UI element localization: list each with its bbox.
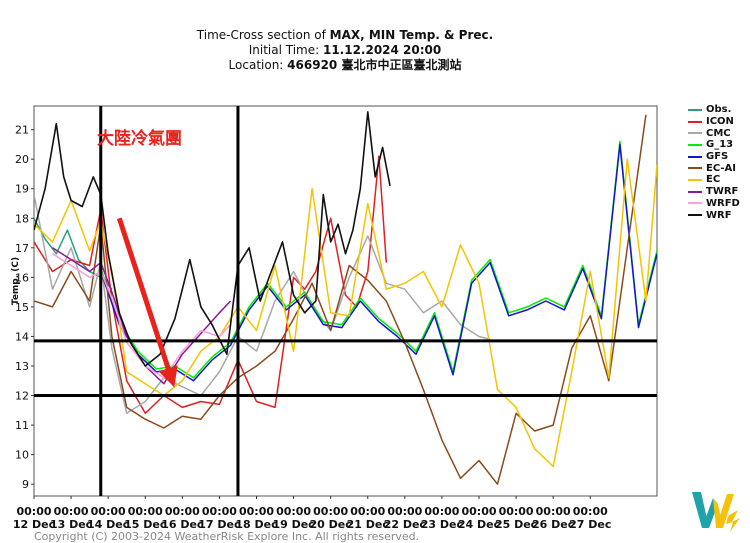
y-tick-label: 14 bbox=[15, 330, 29, 343]
series-line-wrfd bbox=[52, 253, 232, 379]
x-tick-date: 14 Dec bbox=[87, 518, 129, 531]
series-line-wrf bbox=[34, 111, 391, 367]
series-line-gfs bbox=[100, 143, 657, 382]
x-tick-date: 15 Dec bbox=[124, 518, 166, 531]
y-tick-label: 13 bbox=[15, 360, 29, 373]
x-tick-time: 00:00 bbox=[128, 505, 163, 518]
x-tick-time: 00:00 bbox=[91, 505, 126, 518]
x-tick-time: 00:00 bbox=[165, 505, 200, 518]
series-line-cmc bbox=[34, 194, 491, 415]
legend-label: EC bbox=[706, 174, 721, 186]
y-tick-label: 15 bbox=[15, 301, 29, 314]
legend-swatch bbox=[688, 214, 702, 217]
legend-item-icon: ICON bbox=[688, 116, 740, 128]
x-tick-time: 00:00 bbox=[16, 505, 51, 518]
legend-item-obs-: Obs. bbox=[688, 104, 740, 116]
y-tick-label: 11 bbox=[15, 419, 29, 432]
legend-swatch bbox=[688, 132, 702, 135]
weatherrisk-logo-icon bbox=[692, 492, 740, 532]
x-tick-date: 22 Dec bbox=[384, 518, 426, 531]
x-tick-time: 00:00 bbox=[573, 505, 608, 518]
legend-swatch bbox=[688, 143, 702, 146]
x-tick-date: 12 Dec bbox=[13, 518, 55, 531]
legend-item-g-13: G_13 bbox=[688, 139, 740, 151]
legend-item-twrf: TWRF bbox=[688, 186, 740, 198]
x-tick-time: 00:00 bbox=[276, 505, 311, 518]
legend-label: CMC bbox=[706, 127, 731, 139]
y-tick-label: 12 bbox=[15, 390, 29, 403]
legend-item-cmc: CMC bbox=[688, 127, 740, 139]
legend-label: ICON bbox=[706, 116, 734, 128]
legend-item-ec: EC bbox=[688, 174, 740, 186]
x-tick-time: 00:00 bbox=[54, 505, 89, 518]
x-tick-date: 18 Dec bbox=[235, 518, 277, 531]
x-tick-time: 00:00 bbox=[350, 505, 385, 518]
legend-label: Obs. bbox=[706, 104, 732, 116]
x-tick-time: 00:00 bbox=[499, 505, 534, 518]
legend-item-wrf: WRF bbox=[688, 209, 740, 221]
x-tick-time: 00:00 bbox=[461, 505, 496, 518]
legend-item-gfs: GFS bbox=[688, 151, 740, 163]
y-axis-label: Temp. (C) bbox=[11, 257, 21, 305]
x-tick-date: 16 Dec bbox=[161, 518, 203, 531]
x-tick-time: 00:00 bbox=[313, 505, 348, 518]
legend-swatch bbox=[688, 108, 702, 111]
legend-label: G_13 bbox=[706, 139, 734, 151]
chart-title: Time-Cross section of MAX, MIN Temp. & P… bbox=[196, 28, 494, 42]
y-tick-label: 17 bbox=[15, 242, 29, 255]
plot-area bbox=[34, 111, 657, 485]
legend-label: GFS bbox=[706, 151, 729, 163]
x-tick-time: 00:00 bbox=[202, 505, 237, 518]
legend-item-ec-ai: EC-AI bbox=[688, 162, 740, 174]
legend-swatch bbox=[688, 202, 702, 205]
x-tick-date: 19 Dec bbox=[272, 518, 314, 531]
y-tick-label: 18 bbox=[15, 212, 29, 225]
y-tick-label: 20 bbox=[15, 153, 29, 166]
y-tick-label: 9 bbox=[22, 478, 29, 491]
series-line-ec-ai bbox=[34, 114, 647, 485]
legend-swatch bbox=[688, 190, 702, 193]
cold-air-arrow bbox=[116, 217, 178, 388]
legend-swatch bbox=[688, 155, 702, 158]
x-tick-date: 23 Dec bbox=[421, 518, 463, 531]
series-line-ec bbox=[34, 158, 657, 468]
location: Location: 466920 臺北市中正區臺北測站 bbox=[228, 58, 462, 72]
legend-item-wrfd: WRFD bbox=[688, 198, 740, 210]
x-tick-date: 13 Dec bbox=[50, 518, 92, 531]
x-tick-date: 26 Dec bbox=[532, 518, 574, 531]
x-tick-date: 25 Dec bbox=[495, 518, 537, 531]
x-tick-date: 27 Dec bbox=[569, 518, 611, 531]
legend-swatch bbox=[688, 120, 702, 123]
legend-label: TWRF bbox=[706, 186, 739, 198]
series-line-g-13 bbox=[100, 140, 657, 379]
initial-time: Initial Time: 11.12.2024 20:00 bbox=[248, 43, 442, 57]
chart-header: Time-Cross section of MAX, MIN Temp. & P… bbox=[0, 28, 690, 73]
series-line-icon bbox=[34, 155, 388, 415]
series-line-obs- bbox=[34, 217, 113, 290]
x-tick-time: 00:00 bbox=[424, 505, 459, 518]
x-tick-time: 00:00 bbox=[239, 505, 274, 518]
x-tick-date: 24 Dec bbox=[458, 518, 500, 531]
plot-frame bbox=[33, 105, 658, 497]
legend-label: WRF bbox=[706, 209, 732, 221]
x-tick-date: 20 Dec bbox=[310, 518, 352, 531]
y-tick-label: 19 bbox=[15, 183, 29, 196]
x-tick-time: 00:00 bbox=[536, 505, 571, 518]
legend-swatch bbox=[688, 178, 702, 181]
legend-label: WRFD bbox=[706, 197, 740, 209]
x-tick-date: 21 Dec bbox=[347, 518, 389, 531]
cold-air-annotation: 大陸冷氣團 bbox=[97, 128, 182, 149]
x-tick-time: 00:00 bbox=[387, 505, 422, 518]
chart-legend: Obs. ICON CMC G_13 GFS EC-AI EC TWRF WRFD WRF bbox=[688, 104, 740, 221]
legend-swatch bbox=[688, 167, 702, 170]
legend-label: EC-AI bbox=[706, 162, 737, 174]
copyright-text: Copyright (C) 2003-2024 WeatherRisk Expl… bbox=[34, 530, 420, 543]
y-tick-label: 10 bbox=[15, 449, 29, 462]
y-tick-label: 21 bbox=[15, 124, 29, 137]
y-tick-label: 16 bbox=[15, 271, 29, 284]
x-tick-date: 17 Dec bbox=[198, 518, 240, 531]
